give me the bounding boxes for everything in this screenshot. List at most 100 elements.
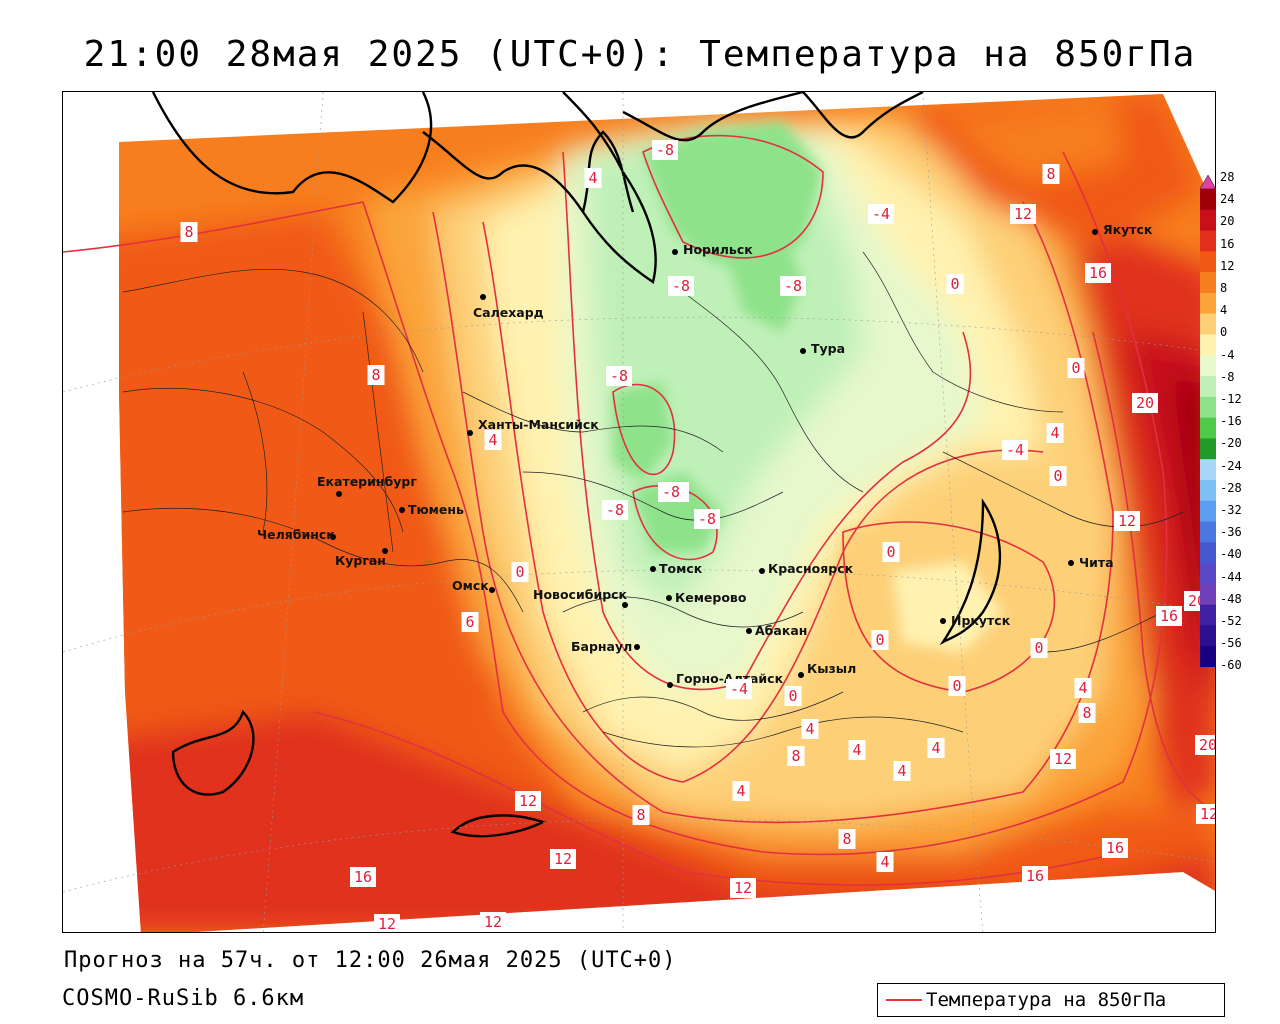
isotherm-label: 20 (1132, 393, 1158, 413)
isotherm-label-text: 4 (588, 169, 597, 187)
isotherm-label: 8 (838, 829, 856, 849)
colorbar-swatch (1200, 563, 1216, 585)
isotherm-label-bg (1078, 703, 1096, 723)
isotherm-label: 8 (1042, 164, 1060, 184)
isotherm-label-text: 8 (184, 223, 193, 241)
isotherm-label: -8 (602, 500, 628, 520)
isotherm-label-text: -8 (672, 277, 690, 295)
city-12: Томск (650, 561, 703, 576)
colorbar-swatch (1200, 334, 1216, 356)
temperature-map[interactable]: Якутск Норильск Салехард Тура Ханты-Мансийск… (62, 91, 1216, 933)
isotherm-label-text: 0 (886, 543, 895, 561)
city-7: Тюмень (399, 502, 464, 517)
isotherm-label-bg (1046, 423, 1064, 443)
colorbar-swatch (1200, 230, 1216, 252)
isotherm-label-bg (784, 686, 802, 706)
city-label: Тура (811, 341, 845, 356)
colorbar-tick-label: -8 (1220, 369, 1235, 384)
isotherm-label-text: 12 (519, 792, 537, 810)
isotherm-label-bg (882, 542, 900, 562)
isotherm-label: -8 (694, 509, 720, 529)
isotherm-label: 0 (871, 630, 889, 650)
city-19: Иркутск (940, 613, 1011, 628)
isotherm-label-text: 12 (734, 879, 752, 897)
forecast-info: Прогноз на 57ч. от 12:00 26мая 2025 (UTC… (64, 948, 677, 973)
isotherm-label-text: 8 (1046, 165, 1055, 183)
isotherm-label-bg (927, 738, 945, 758)
colorbar-swatch (1200, 396, 1216, 419)
isotherm-label-text: -4 (730, 680, 748, 698)
isotherm-label-bg (180, 222, 198, 242)
city-1: Якутск (1092, 222, 1153, 237)
isotherm-label: 4 (732, 781, 750, 801)
isotherm-lines (63, 134, 1215, 886)
isotherm-label: -8 (668, 276, 694, 296)
city-dot (650, 566, 656, 572)
isotherm-label-bg (732, 781, 750, 801)
isotherm-label-bg (1085, 263, 1111, 283)
isotherm-label: -8 (652, 140, 678, 160)
isotherm-label-bg (1022, 866, 1048, 886)
isotherm-label: 12 (730, 878, 756, 898)
admin-borders (122, 251, 1184, 748)
colorbar-tick-label: 20 (1220, 214, 1235, 229)
isotherm-label-bg (848, 740, 866, 760)
isotherm-label-text: 0 (875, 631, 884, 649)
isotherm-label-text: -8 (784, 277, 802, 295)
colorbar-swatch (1200, 459, 1216, 481)
city-dot (798, 672, 804, 678)
colorbar-tick-label: 8 (1220, 281, 1228, 295)
city-17: Горно-Алтайск (667, 671, 784, 688)
colorbar-tick-label: -16 (1220, 414, 1242, 429)
isotherm-label-bg (367, 365, 385, 385)
model-name: COSMO-RuSib 6.6км (62, 986, 305, 1011)
city-dot (382, 548, 388, 554)
graticule (63, 92, 1215, 932)
isotherm-label-bg (602, 500, 628, 520)
isotherm-label-text: -8 (656, 141, 674, 159)
city-label: Кызыл (807, 661, 856, 676)
isotherm-label-bg (606, 366, 632, 386)
isotherm-label: -8 (658, 482, 684, 502)
isotherm-label-text: 12 (1014, 205, 1032, 223)
city-label: Тюмень (408, 502, 464, 517)
colorbar-tick-label: -32 (1220, 503, 1242, 517)
isotherm-label-bg (550, 849, 576, 869)
city-15: Абакан (746, 623, 807, 638)
city-dot (672, 249, 678, 255)
isotherm-label-text: 8 (1082, 704, 1091, 722)
isotherm-label-bg (1156, 606, 1182, 626)
isotherm-label-bg (1195, 735, 1215, 755)
colorbar-top-triangle (1200, 175, 1216, 190)
city-label: Чита (1079, 555, 1114, 570)
isotherm-label-text: 8 (371, 366, 380, 384)
isotherm-label-text: 12 (1200, 805, 1216, 823)
city-label: Омск (452, 578, 489, 593)
isotherm-label: 16 (350, 867, 376, 887)
isotherm-label: 0 (511, 562, 529, 582)
isotherm-label: 0 (1049, 466, 1067, 486)
isotherm-label-text: -8 (662, 483, 680, 501)
isotherm-label-text: 8 (636, 806, 645, 824)
isotherm-label: 4 (876, 852, 894, 872)
colorbar-swatch (1200, 313, 1216, 335)
colorbar-tick-label: -24 (1220, 458, 1242, 473)
isotherm-label-bg (652, 140, 678, 160)
isotherm-label-bg (1074, 678, 1092, 698)
isotherm-label-bg (1114, 511, 1140, 531)
isotherm-label: 4 (893, 761, 911, 781)
colorbar-swatch (1200, 604, 1216, 626)
colorbar-swatch (1200, 272, 1216, 294)
isotherm-label-bg (1030, 638, 1048, 658)
isotherm-label: 8 (180, 222, 198, 242)
isotherm-label-bg (584, 168, 602, 188)
city-label: Барнаул (571, 639, 632, 654)
colorbar-swatch (1200, 355, 1216, 377)
city-label: Горно-Алтайск (676, 671, 784, 686)
isotherm-label-bg (515, 791, 541, 811)
isotherm-label: 12 (1196, 804, 1216, 824)
isotherm-label-bg (801, 719, 819, 739)
isotherm-label: 0 (784, 686, 802, 706)
isotherm-label-text: 16 (1106, 839, 1124, 857)
isotherm-label-bg (1102, 838, 1128, 858)
